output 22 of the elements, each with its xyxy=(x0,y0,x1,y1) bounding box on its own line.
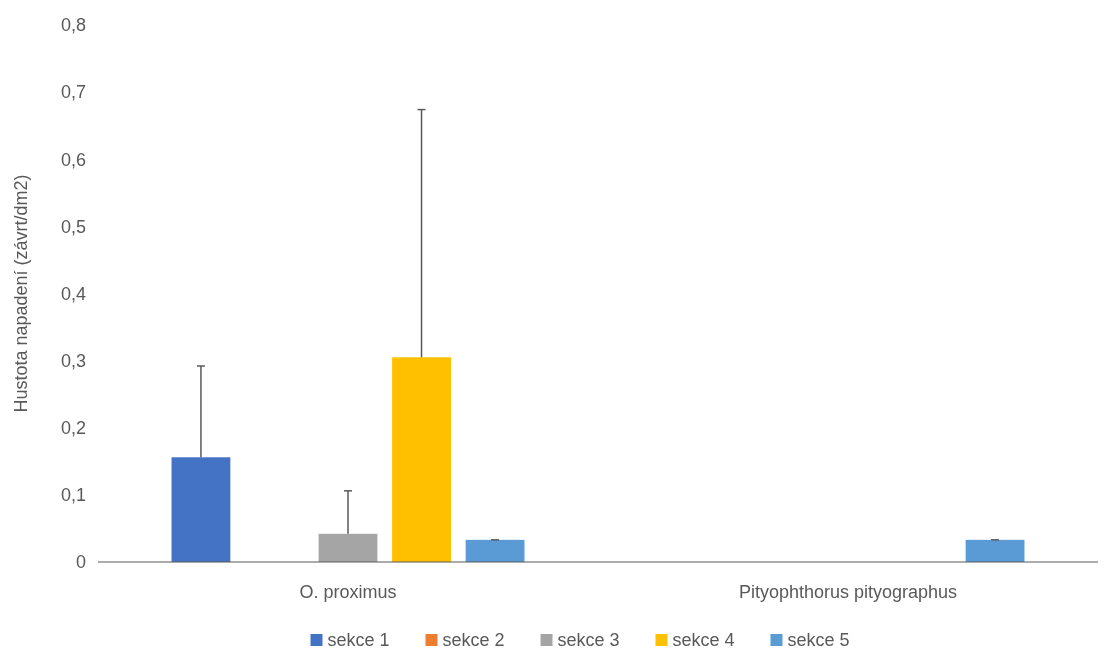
y-tick-label: 0,3 xyxy=(60,350,86,371)
y-tick-label: 0,8 xyxy=(60,15,86,36)
y-tick-label: 0,1 xyxy=(60,485,86,506)
y-tick-label: 0,5 xyxy=(60,216,86,237)
y-axis-title: Hustota napadení (závrt/dm2) xyxy=(11,174,31,413)
y-tick-label: 0 xyxy=(75,552,86,573)
y-tick-label: 0,4 xyxy=(60,283,86,304)
legend-label: sekce 1 xyxy=(327,630,390,650)
y-tick-label: 0,6 xyxy=(60,149,86,170)
bar xyxy=(465,539,525,562)
x-tick-label: O. proximus xyxy=(299,582,397,602)
legend-label: sekce 5 xyxy=(787,630,850,650)
legend-label: sekce 3 xyxy=(557,630,620,650)
bar xyxy=(392,357,451,562)
x-tick-label: Pityophthorus pityographus xyxy=(738,582,958,602)
y-tick-label: 0,7 xyxy=(60,82,86,103)
bar xyxy=(318,533,378,562)
legend-label: sekce 2 xyxy=(442,630,505,650)
legend-label: sekce 4 xyxy=(672,630,735,650)
bar xyxy=(965,539,1025,562)
bar xyxy=(171,457,231,562)
y-tick-label: 0,2 xyxy=(60,418,86,439)
